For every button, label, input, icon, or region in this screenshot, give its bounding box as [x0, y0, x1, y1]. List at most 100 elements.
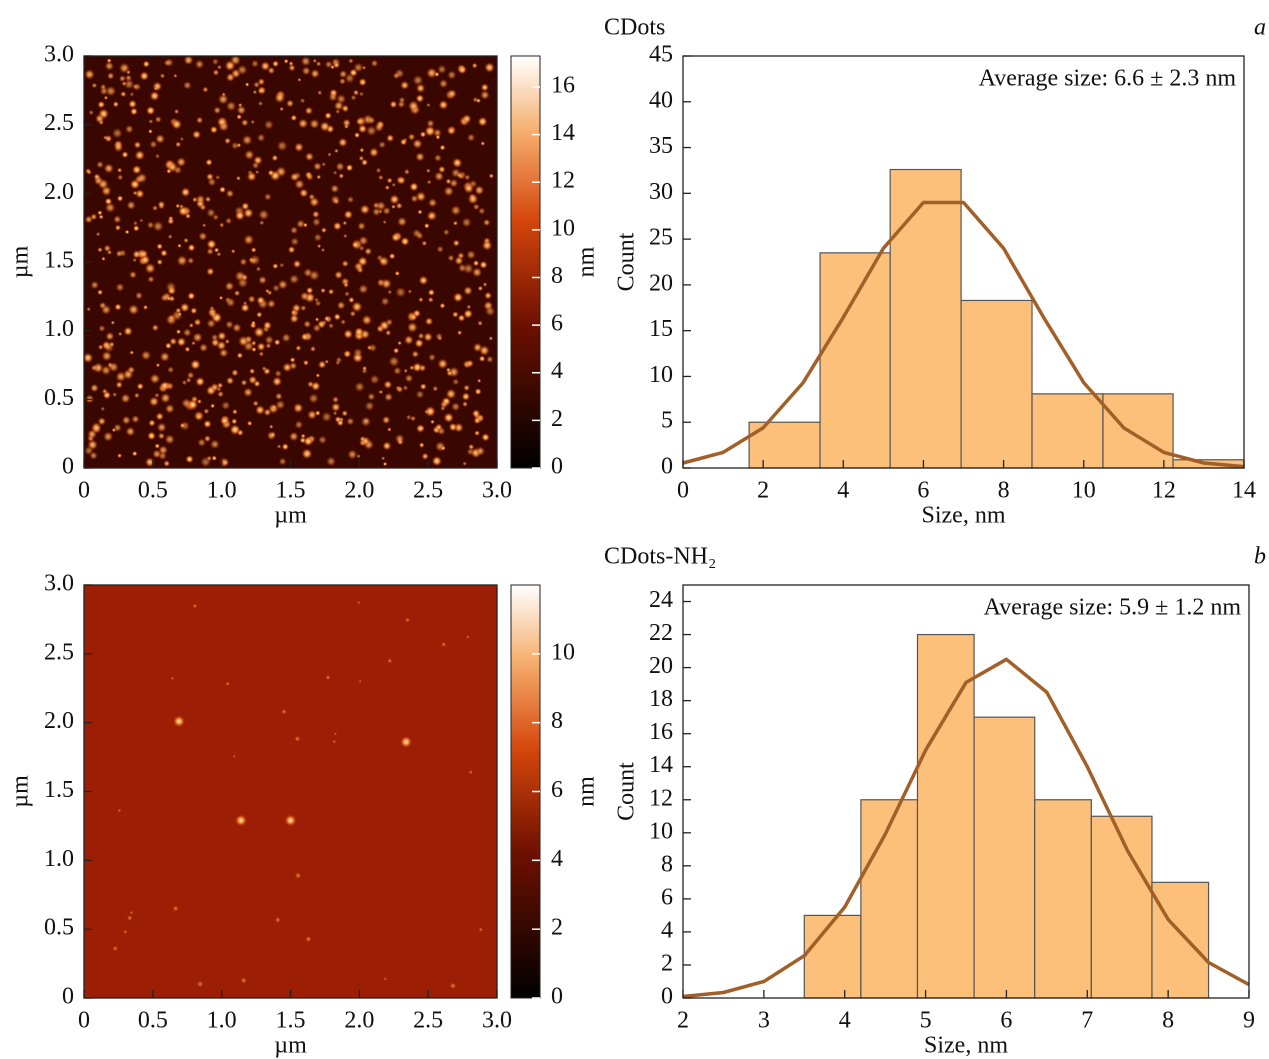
afm-spot — [335, 109, 341, 114]
afm-spot — [452, 157, 463, 168]
afm-spot — [209, 125, 218, 134]
afm-spot — [206, 267, 215, 276]
afm-spot — [317, 90, 323, 96]
afm-spot — [129, 910, 134, 915]
afm-spot — [393, 347, 400, 354]
afm-spot — [448, 422, 458, 432]
colorbar-tick-label: 2 — [551, 406, 563, 432]
afm-spot — [256, 296, 266, 305]
colorbar-tick-label: 14 — [551, 120, 575, 146]
y-tick-label: 2 — [661, 950, 673, 976]
afm-spot — [338, 173, 345, 179]
afm-spot — [148, 119, 154, 124]
afm-spot — [378, 174, 384, 181]
afm-spot — [382, 206, 391, 215]
afm-spot — [438, 79, 449, 89]
afm-spot — [110, 320, 115, 325]
afm-spot — [272, 376, 282, 387]
afm-spot — [216, 251, 222, 257]
afm-spot — [100, 406, 106, 412]
afm-spot — [250, 119, 256, 125]
afm-spot — [142, 304, 149, 310]
afm-spot — [212, 69, 220, 76]
afm-spot — [314, 317, 320, 322]
afm-spot — [225, 72, 235, 82]
afm-spot — [139, 218, 144, 223]
afm-spot — [165, 342, 172, 350]
afm-spot — [415, 152, 425, 162]
afm-spot — [343, 209, 353, 220]
afm-spot — [382, 461, 388, 467]
y-tick-label: 16 — [649, 719, 673, 745]
afm-spot — [312, 217, 321, 227]
afm-spot — [468, 443, 475, 450]
afm-spot — [307, 380, 314, 388]
colorbar-tick-label: 2 — [551, 915, 563, 941]
afm-spot — [350, 94, 357, 101]
afm-spot — [175, 141, 182, 148]
afm-spot — [224, 281, 235, 291]
y-tick-label: 2.5 — [44, 639, 74, 665]
afm-spot — [410, 415, 416, 422]
afm-spot — [341, 260, 349, 268]
afm-spot — [443, 228, 450, 236]
afm-spot — [98, 214, 104, 220]
afm-spot — [132, 450, 138, 457]
afm-spot — [192, 196, 198, 203]
afm-spot — [90, 213, 98, 221]
x-tick-label: 2 — [677, 1008, 689, 1034]
afm-spot — [101, 304, 112, 315]
afm-spot — [407, 289, 413, 294]
afm-spot — [217, 390, 224, 398]
afm-spot — [317, 244, 322, 249]
afm-spot — [398, 96, 406, 104]
afm-spot — [211, 333, 219, 342]
afm-spot — [114, 224, 122, 231]
afm-spot — [216, 64, 222, 70]
afm-spot — [342, 220, 348, 226]
afm-spot — [333, 732, 337, 736]
afm-spot — [463, 384, 470, 392]
afm-spot — [195, 414, 202, 420]
afm-spot — [389, 194, 400, 205]
afm-spot — [183, 237, 189, 244]
afm-spot — [219, 222, 225, 228]
afm-spot — [462, 401, 468, 407]
colorbar-tick-label: 0 — [551, 454, 563, 480]
afm-spot — [256, 311, 263, 318]
afm-spot — [381, 456, 386, 461]
afm-spot — [344, 73, 355, 84]
x-tick-label: 3.0 — [482, 478, 512, 504]
y-tick-label: 0 — [62, 454, 74, 480]
afm-spot — [98, 324, 106, 333]
afm-spot — [217, 331, 227, 341]
afm-spot — [303, 268, 313, 278]
afm-spot — [466, 250, 476, 260]
afm-spot — [394, 433, 405, 444]
afm-spot — [240, 977, 247, 984]
colorbar-tick-label: 10 — [551, 215, 575, 241]
afm-spot — [447, 70, 457, 80]
afm-spot — [113, 142, 124, 153]
afm-spot — [316, 174, 322, 180]
afm-spot — [417, 209, 423, 215]
afm-spot — [224, 60, 236, 72]
afm-spot — [170, 676, 175, 681]
afm-spot — [370, 59, 379, 68]
afm-spot — [427, 289, 435, 296]
afm-spot — [317, 360, 327, 369]
afm-spot — [354, 132, 360, 139]
afm-spot — [339, 77, 346, 85]
afm-spot — [166, 296, 172, 301]
afm-spot — [348, 296, 355, 304]
afm-spot — [176, 157, 187, 167]
afm-spot — [163, 460, 171, 467]
afm-spot — [358, 235, 369, 246]
afm-spot — [282, 362, 293, 373]
afm-spot — [467, 193, 479, 205]
afm-spot — [419, 131, 427, 138]
afm-spot — [293, 402, 304, 414]
afm-spot — [219, 186, 226, 194]
afm-spot — [334, 270, 343, 280]
afm-spot — [391, 204, 396, 209]
